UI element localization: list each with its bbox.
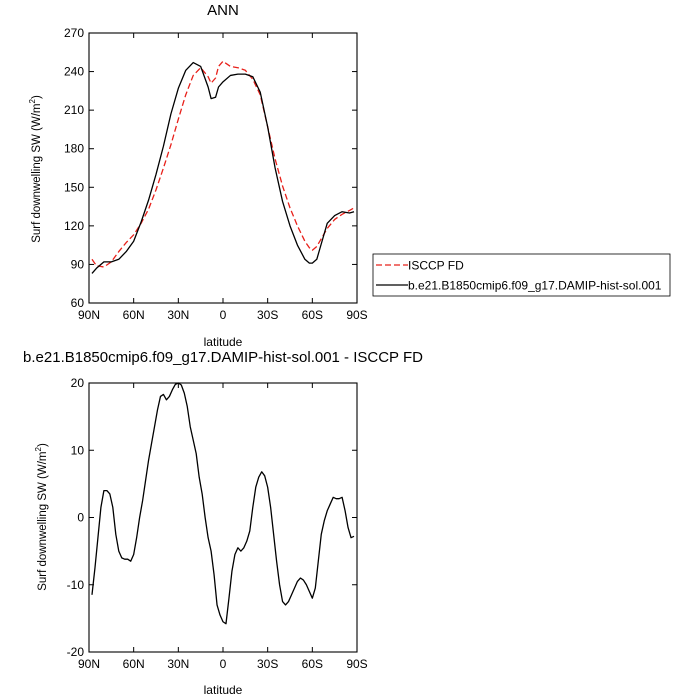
top-chart-x-axis-label: latitude [204,335,243,349]
top-x-tick-label: 60N [123,308,145,322]
bottom-chart: b.e21.B1850cmip6.f09_g17.DAMIP-hist-sol.… [23,349,423,697]
top-y-tick-label: 210 [64,103,84,117]
top-chart-legend: ISCCP FD b.e21.B1850cmip6.f09_g17.DAMIP-… [372,253,671,297]
top-y-tick-label: 90 [71,257,85,271]
bottom-chart-title: b.e21.B1850cmip6.f09_g17.DAMIP-hist-sol.… [23,349,423,366]
bottom-y-tick-label: 10 [71,443,85,457]
bottom-x-tick-label: 30S [257,657,278,671]
bottom-series-line-0 [91,382,355,625]
top-y-tick-label: 240 [64,65,84,79]
bottom-x-tick-label: 90S [346,657,367,671]
bottom-chart-x-axis-label: latitude [204,683,243,697]
top-x-tick-label: 60S [302,308,323,322]
bottom-chart-y-axis-label: Surf downwelling SW (W/m2) [34,443,49,591]
bottom-frame [88,382,358,653]
bottom-chart-plot-area: -20 -10 0 10 20 90N 60N 30N 0 30S 60S 90S [67,376,368,671]
bottom-x-tick-label: 30N [167,657,189,671]
bottom-x-tick-label: 60S [302,657,323,671]
legend-label-isccp: ISCCP FD [408,259,464,273]
top-chart-title: ANN [207,2,239,19]
top-x-tick-label: 90S [346,308,367,322]
top-chart: ANN Surf downwelling SW (W/m2) 60 90 120 15… [28,2,671,349]
top-y-tick-label: 180 [64,142,84,156]
top-y-label-close: ) [31,95,43,99]
bottom-y-tick-label: 20 [71,376,85,390]
bottom-y-label-close: ) [37,443,49,447]
top-y-tick-label: 270 [64,26,84,40]
top-chart-plot-area: 60 90 120 150 180 210 240 270 90N 60N 30N 0 30S 60S 90… [64,26,368,322]
top-series-line-1 [91,61,355,274]
top-y-label-sup: 2 [28,98,37,103]
legend-label-model: b.e21.B1850cmip6.f09_g17.DAMIP-hist-sol.… [408,279,662,293]
bottom-x-tick-label: 60N [123,657,145,671]
bottom-y-tick-label: 0 [77,511,84,525]
top-y-label-main: Surf downwelling SW (W/m [31,103,43,242]
top-chart-y-axis-label: Surf downwelling SW (W/m2) [28,95,43,243]
svg-text:Surf downwelling SW (W/m2): Surf downwelling SW (W/m2) [34,443,49,591]
top-y-tick-label: 60 [71,296,85,310]
top-x-tick-label: 30S [257,308,278,322]
legend-box [372,253,671,297]
top-x-tick-label: 30N [167,308,189,322]
top-x-tick-label: 90N [78,308,100,322]
bottom-x-tick-label: 0 [220,657,227,671]
bottom-y-label-main: Surf downwelling SW (W/m [37,451,49,590]
bottom-y-tick-label: -20 [67,645,85,659]
top-y-tick-label: 150 [64,180,84,194]
top-frame [88,32,358,304]
bottom-y-label-sup: 2 [34,446,43,451]
svg-text:Surf downwelling SW (W/m2): Surf downwelling SW (W/m2) [28,95,43,243]
bottom-y-tick-label: -10 [67,578,85,592]
bottom-x-tick-label: 90N [78,657,100,671]
top-x-tick-label: 0 [220,308,227,322]
top-y-tick-label: 120 [64,219,84,233]
top-series-line-0 [91,60,355,268]
